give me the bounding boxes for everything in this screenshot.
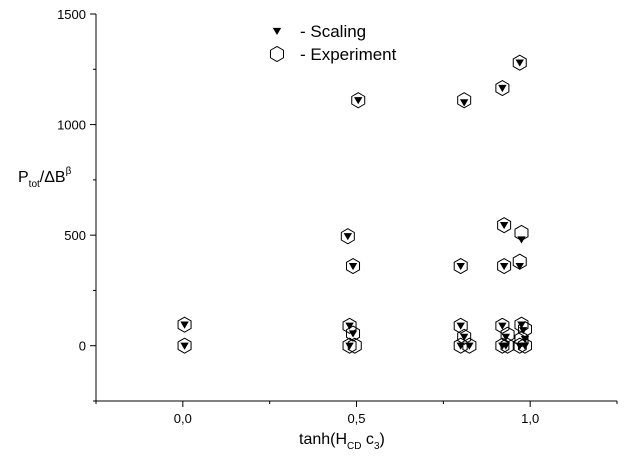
hexagon-point: [347, 337, 362, 354]
plot-area: [177, 54, 532, 354]
triangle-point: [520, 335, 530, 344]
hexagon-point: [340, 228, 355, 245]
triangle-point: [354, 97, 363, 105]
triangle-point: [456, 322, 465, 330]
triangle-point: [348, 262, 358, 271]
hexagon-point: [457, 92, 472, 109]
hexagon-point: [497, 258, 512, 275]
triangle-point: [515, 262, 524, 271]
hexagon-point: [512, 54, 527, 71]
hexagon-point: [346, 258, 361, 275]
triangle-point: [517, 321, 526, 329]
triangle-point: [345, 322, 354, 330]
triangle-point: [456, 262, 465, 271]
triangle-point: [345, 342, 354, 350]
hexagon-point: [512, 337, 527, 354]
hexagon-point: [177, 337, 192, 354]
triangle-point: [180, 321, 189, 329]
hexagon-point: [346, 325, 361, 342]
hexagon-point: [457, 328, 472, 345]
hexagon-point: [342, 337, 357, 354]
triangle-point: [456, 342, 465, 350]
triangle-point: [499, 222, 509, 230]
triangle-point: [515, 59, 524, 67]
triangle-point: [520, 342, 530, 350]
triangle-point: [498, 84, 507, 93]
triangle-point: [465, 342, 474, 350]
hexagon-point: [351, 92, 366, 109]
triangle-point: [499, 262, 509, 271]
triangle-point: [459, 333, 469, 341]
legend-triangle-icon: [272, 27, 282, 35]
hexagon-point: [495, 317, 510, 334]
hexagon-point: [497, 217, 512, 234]
triangle-point: [517, 236, 526, 244]
triangle-point: [459, 99, 469, 107]
hexagon-point: [453, 317, 468, 334]
x-tick-label: 0,5: [347, 411, 365, 426]
y-tick-label: 1000: [57, 118, 86, 133]
hexagon-point: [495, 80, 510, 97]
hexagon-point: [342, 317, 357, 334]
y-tick-label: 1500: [57, 7, 86, 22]
series-experiment: [177, 54, 532, 354]
triangle-point: [501, 342, 511, 350]
axes: 0 500 1000 1500 0,0 0,5 1,0: [57, 7, 618, 426]
y-axis-label: Ptot/ΔBβ: [18, 166, 72, 190]
hexagon-point: [500, 326, 515, 343]
triangle-point: [519, 327, 528, 335]
triangle-point: [180, 342, 189, 350]
legend-entry-label: - Scaling: [300, 22, 366, 41]
x-tick-label: 0,0: [174, 411, 192, 426]
y-tick-label: 500: [64, 228, 86, 243]
legend-hexagon-icon: [270, 45, 284, 63]
hexagon-point: [462, 337, 477, 354]
hexagon-point: [177, 316, 192, 333]
hexagon-point: [514, 316, 529, 333]
triangle-point: [498, 322, 507, 330]
x-tick-label: 1,0: [521, 411, 539, 426]
hexagon-point: [453, 258, 468, 275]
y-tick-label: 0: [79, 339, 86, 354]
x-axis-label: tanh(HCD c3): [299, 431, 385, 452]
hexagon-point: [517, 337, 532, 354]
series-scaling: [180, 59, 530, 350]
triangle-point: [348, 330, 358, 338]
triangle-point: [501, 333, 511, 341]
hexagon-point: [495, 337, 510, 354]
triangle-point: [343, 233, 353, 241]
legend-entry-label: - Experiment: [300, 45, 397, 64]
legend: - Scaling - Experiment: [270, 22, 397, 64]
hexagon-point: [453, 337, 468, 354]
